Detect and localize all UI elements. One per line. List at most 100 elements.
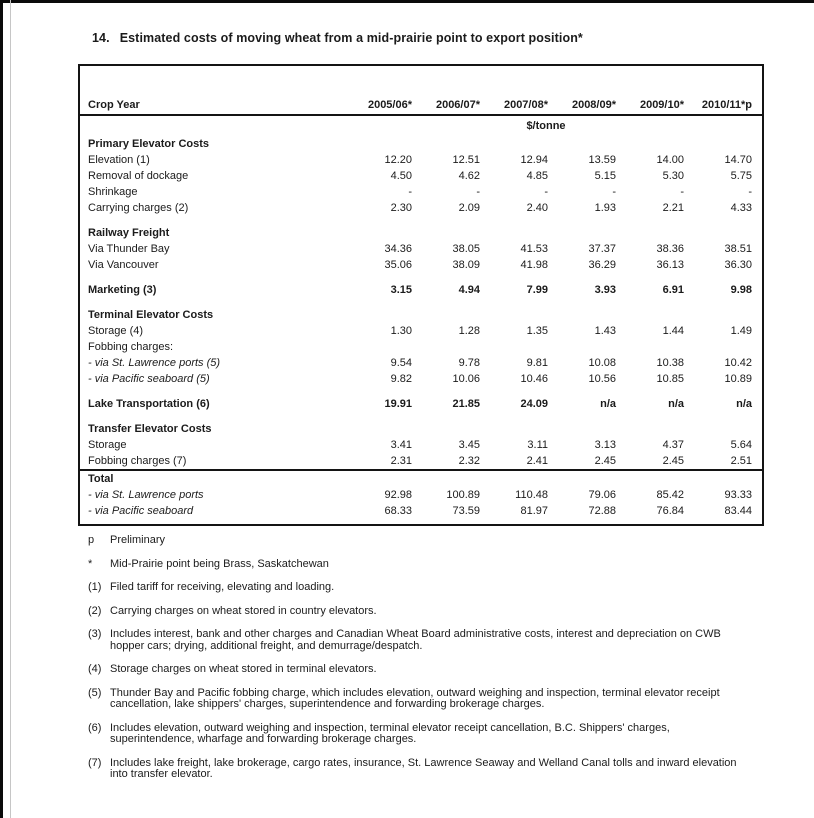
value-cell: 110.48 [515,489,548,501]
row-values [344,421,762,437]
value-cell: 76.84 [656,505,684,517]
value-cell [548,421,616,437]
value-cell: 4.37 [662,439,684,451]
value-cell: 1.28 [458,325,480,337]
value-cell [412,471,480,487]
footnote: (1) Filed tariff for receiving, elevating… [88,581,750,594]
footnote-text: Preliminary [110,534,166,546]
value-cell: 85.42 [656,489,684,501]
value-cell [412,339,480,355]
value-cell [616,307,684,323]
value-cell: 2.41 [526,455,548,467]
value-cell: 4.50 [390,170,412,182]
value-cell: - [612,186,616,198]
value-cell: 10.08 [588,357,616,369]
value-cell: 1.93 [594,202,616,214]
row-values: 68.33 73.59 81.97 72.88 76.84 83.44 [344,503,762,519]
table-row: Storage (4) 1.30 1.28 1.35 1.43 1.44 1.49 [80,323,762,339]
value-cell: 2.32 [458,455,480,467]
value-cell [344,421,412,437]
value-cell: 10.46 [520,373,548,385]
row-label: Shrinkage [88,186,138,198]
footnote-text: Mid-Prairie point being Brass, Saskatche… [110,557,329,570]
value-cell: 4.62 [458,170,480,182]
value-cell: 3.15 [390,284,412,296]
table-row: Via Thunder Bay 34.36 38.05 41.53 37.37 38.36… [80,241,762,257]
footnote: (6) Includes elevation, outward weighing … [88,721,750,746]
row-label: Storage [88,439,127,451]
table-row: Total [80,469,762,487]
value-cell: - [544,186,548,198]
table-body: Primary Elevator Costs Elevation (1) 12.20… [80,136,762,519]
table-row: Terminal Elevator Costs [80,307,762,323]
value-cell: 1.35 [526,325,548,337]
footnote-text: Carrying charges on wheat stored in coun… [110,604,377,617]
value-cell: 24.09 [520,398,548,410]
row-label: Via Thunder Bay [88,243,170,255]
value-cell [616,339,684,355]
footnote: (3) Includes interest, bank and other cha… [88,628,750,652]
value-cell: 12.51 [452,154,480,166]
row-values: 3.15 4.94 7.99 3.93 6.91 9.98 [344,282,762,298]
column-header-5: 2010/11*p [701,99,752,111]
table-row: Primary Elevator Costs [80,136,762,152]
wheat-costs-table: Crop Year 2005/06* 2006/07* 2007/08* 2008/0… [78,64,764,526]
table-row: Marketing (3) 3.15 4.94 7.99 3.93 6.91 9.98 [80,282,762,298]
row-values: 34.36 38.05 41.53 37.37 38.36 38.51 [344,241,762,257]
value-cell: 10.38 [656,357,684,369]
value-cell: - [680,186,684,198]
value-cell [412,225,480,241]
footnote-text: Filed tariff for receiving, elevating an… [110,581,335,593]
value-cell: 1.30 [390,325,412,337]
row-values: 4.50 4.62 4.85 5.15 5.30 5.75 [344,168,762,184]
row-label: Lake Transportation (6) [88,398,210,410]
value-cell: 10.56 [588,373,616,385]
value-cell [344,225,412,241]
value-cell: 21.85 [452,398,480,410]
value-cell: 9.98 [730,284,752,296]
value-cell: 10.42 [724,357,752,369]
value-cell [616,225,684,241]
footnote-text: Includes lake freight, lake brokerage, c… [110,756,737,780]
unit-label: $/tonne [526,120,566,132]
value-cell: 2.31 [390,455,412,467]
value-cell: 36.13 [656,259,684,271]
footnote-marker: (1) [88,581,102,593]
row-values: 12.20 12.51 12.94 13.59 14.00 14.70 [344,152,762,168]
value-cell: 13.59 [588,154,616,166]
value-cell: 9.81 [526,357,548,369]
value-cell: 1.44 [662,325,684,337]
value-cell: 34.36 [384,243,412,255]
crop-year-header: Crop Year [88,99,140,111]
table-row: Lake Transportation (6) 19.91 21.85 24.09 n/… [80,396,762,412]
row-values: 2.30 2.09 2.40 1.93 2.21 4.33 [344,200,762,216]
value-cell [480,339,548,355]
footnote-text: Includes elevation, outward weighing and… [110,721,670,745]
value-cell [480,421,548,437]
value-cell: 79.06 [588,489,616,501]
table-header-row: Crop Year 2005/06* 2006/07* 2007/08* 2008/0… [80,66,762,116]
footnote-marker: (7) [88,756,102,769]
footnote-marker: p [88,534,95,546]
value-cell: 1.49 [730,325,752,337]
scan-edge-top [0,0,814,3]
row-values: 3.41 3.45 3.11 3.13 4.37 5.64 [344,437,762,453]
value-cell [412,307,480,323]
value-cell [684,307,752,323]
row-label: - via St. Lawrence ports (5) [88,357,221,369]
value-cell: 6.91 [662,284,684,296]
value-cell: n/a [736,398,752,410]
unit-row: $/tonne [80,116,762,136]
row-values: 9.54 9.78 9.81 10.08 10.38 10.42 [344,355,762,371]
value-cell: 1.43 [594,325,616,337]
value-cell [548,307,616,323]
row-label: Via Vancouver [88,259,159,271]
scan-fold-line [10,0,11,818]
row-label: - via St. Lawrence ports [88,489,204,501]
title-text: Estimated costs of moving wheat from a m… [119,31,583,45]
value-cell [616,136,684,152]
value-cell: 83.44 [724,505,752,517]
row-label: - via Pacific seaboard [88,505,194,517]
table-row: - via St. Lawrence ports (5) 9.54 9.78 9.81… [80,355,762,371]
row-values: 1.30 1.28 1.35 1.43 1.44 1.49 [344,323,762,339]
